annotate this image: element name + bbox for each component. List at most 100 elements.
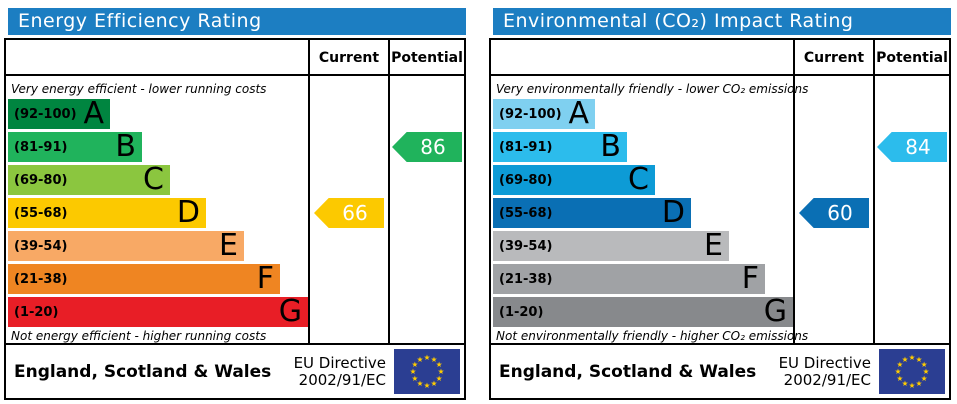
band-bar-g: (1-20) G — [8, 297, 308, 327]
band-range: (1-20) — [499, 304, 544, 320]
top-caption: Very energy efficient - lower running co… — [11, 82, 267, 96]
environmental-impact-panel: Environmental (CO₂) Impact Rating Curren… — [489, 8, 951, 400]
svg-text:★: ★ — [921, 374, 928, 383]
table-header-row: Current Potential — [491, 40, 949, 76]
environmental-rating-table: Current Potential Very environmentally f… — [489, 38, 951, 345]
band-bar-e: (39-54) E — [8, 231, 244, 261]
svg-text:★: ★ — [424, 381, 431, 390]
svg-text:★: ★ — [902, 355, 909, 364]
rating-bands: (92-100) A (81-91) B (69-80) C — [8, 99, 308, 330]
band-letter: F — [741, 261, 759, 296]
band-range: (21-38) — [14, 271, 68, 287]
band-bar-d: (55-68) D — [8, 198, 206, 228]
svg-text:★: ★ — [436, 374, 443, 383]
band-row-a: (92-100) A — [8, 99, 308, 132]
energy-efficiency-panel: Energy Efficiency Rating Current Potenti… — [4, 8, 466, 400]
band-bar-a: (92-100) A — [493, 99, 595, 129]
band-letter: E — [219, 228, 238, 263]
potential-column-header: Potential — [876, 50, 948, 66]
svg-text:★: ★ — [897, 360, 904, 369]
svg-text:★: ★ — [902, 379, 909, 388]
table-header-row: Current Potential — [6, 40, 464, 76]
band-bar-f: (21-38) F — [8, 264, 280, 294]
band-row-g: (1-20) G — [8, 297, 308, 330]
rating-bands: (92-100) A (81-91) B (69-80) C — [493, 99, 793, 330]
band-row-e: (39-54) E — [8, 231, 308, 264]
band-range: (39-54) — [499, 238, 553, 254]
svg-text:★: ★ — [916, 379, 923, 388]
energy-panel-title: Energy Efficiency Rating — [8, 8, 466, 35]
column-divider — [308, 40, 310, 343]
band-letter: G — [278, 294, 302, 329]
band-row-d: (55-68) D — [8, 198, 308, 231]
band-letter: C — [628, 162, 649, 197]
band-bar-c: (69-80) C — [493, 165, 655, 195]
column-divider — [793, 40, 795, 343]
band-bar-c: (69-80) C — [8, 165, 170, 195]
band-row-c: (69-80) C — [493, 165, 793, 198]
svg-text:★: ★ — [412, 360, 419, 369]
svg-text:★: ★ — [923, 367, 930, 376]
band-row-c: (69-80) C — [8, 165, 308, 198]
current-rating-arrow: 66 — [314, 198, 384, 228]
band-range: (81-91) — [499, 139, 553, 155]
current-rating-arrow: 60 — [799, 198, 869, 228]
band-row-a: (92-100) A — [493, 99, 793, 132]
svg-text:★: ★ — [417, 355, 424, 364]
bottom-caption: Not energy efficient - higher running co… — [11, 329, 267, 343]
svg-text:★: ★ — [410, 367, 417, 376]
band-range: (92-100) — [14, 106, 77, 122]
band-range: (21-38) — [499, 271, 553, 287]
band-range: (69-80) — [14, 172, 68, 188]
band-row-g: (1-20) G — [493, 297, 793, 330]
band-letter: G — [763, 294, 787, 329]
svg-text:★: ★ — [417, 379, 424, 388]
band-letter: D — [176, 195, 200, 230]
eu-directive-label: EU Directive 2002/91/EC — [778, 353, 871, 389]
svg-text:★: ★ — [431, 355, 438, 364]
band-range: (69-80) — [499, 172, 553, 188]
eu-flag-icon: ★ ★ ★★ ★★ ★★ ★★ ★★ — [879, 349, 945, 394]
band-row-e: (39-54) E — [493, 231, 793, 264]
band-row-b: (81-91) B — [8, 132, 308, 165]
band-letter: C — [143, 162, 164, 197]
band-letter: F — [256, 261, 274, 296]
top-caption: Very environmentally friendly - lower CO… — [496, 82, 809, 96]
energy-rating-table: Current Potential Very energy efficient … — [4, 38, 466, 345]
region-label: England, Scotland & Wales — [499, 361, 757, 382]
band-range: (92-100) — [499, 106, 562, 122]
band-row-f: (21-38) F — [8, 264, 308, 297]
band-row-d: (55-68) D — [493, 198, 793, 231]
panel-footer: England, Scotland & Wales EU Directive 2… — [4, 343, 466, 400]
eu-flag-icon: ★ ★ ★★ ★★ ★★ ★★ ★★ — [394, 349, 460, 394]
svg-text:★: ★ — [436, 360, 443, 369]
column-divider — [388, 40, 390, 343]
band-letter: A — [83, 96, 104, 131]
potential-rating-value: 84 — [905, 135, 931, 159]
svg-text:★: ★ — [916, 355, 923, 364]
band-bar-e: (39-54) E — [493, 231, 729, 261]
region-label: England, Scotland & Wales — [14, 361, 272, 382]
band-letter: B — [115, 129, 136, 164]
band-bar-a: (92-100) A — [8, 99, 110, 129]
panel-footer: England, Scotland & Wales EU Directive 2… — [489, 343, 951, 400]
band-range: (39-54) — [14, 238, 68, 254]
svg-text:★: ★ — [424, 353, 431, 362]
current-column-header: Current — [803, 50, 865, 66]
svg-text:★: ★ — [909, 353, 916, 362]
band-range: (1-20) — [14, 304, 59, 320]
band-letter: B — [600, 129, 621, 164]
potential-rating-arrow: 84 — [877, 132, 947, 162]
potential-column-header: Potential — [391, 50, 463, 66]
current-rating-value: 66 — [342, 201, 368, 225]
svg-text:★: ★ — [431, 379, 438, 388]
current-rating-value: 60 — [827, 201, 853, 225]
band-range: (55-68) — [14, 205, 68, 221]
band-letter: A — [568, 96, 589, 131]
svg-text:★: ★ — [909, 381, 916, 390]
band-range: (55-68) — [499, 205, 553, 221]
band-bar-f: (21-38) F — [493, 264, 765, 294]
bottom-caption: Not environmentally friendly - higher CO… — [496, 329, 809, 343]
current-column-header: Current — [318, 50, 380, 66]
